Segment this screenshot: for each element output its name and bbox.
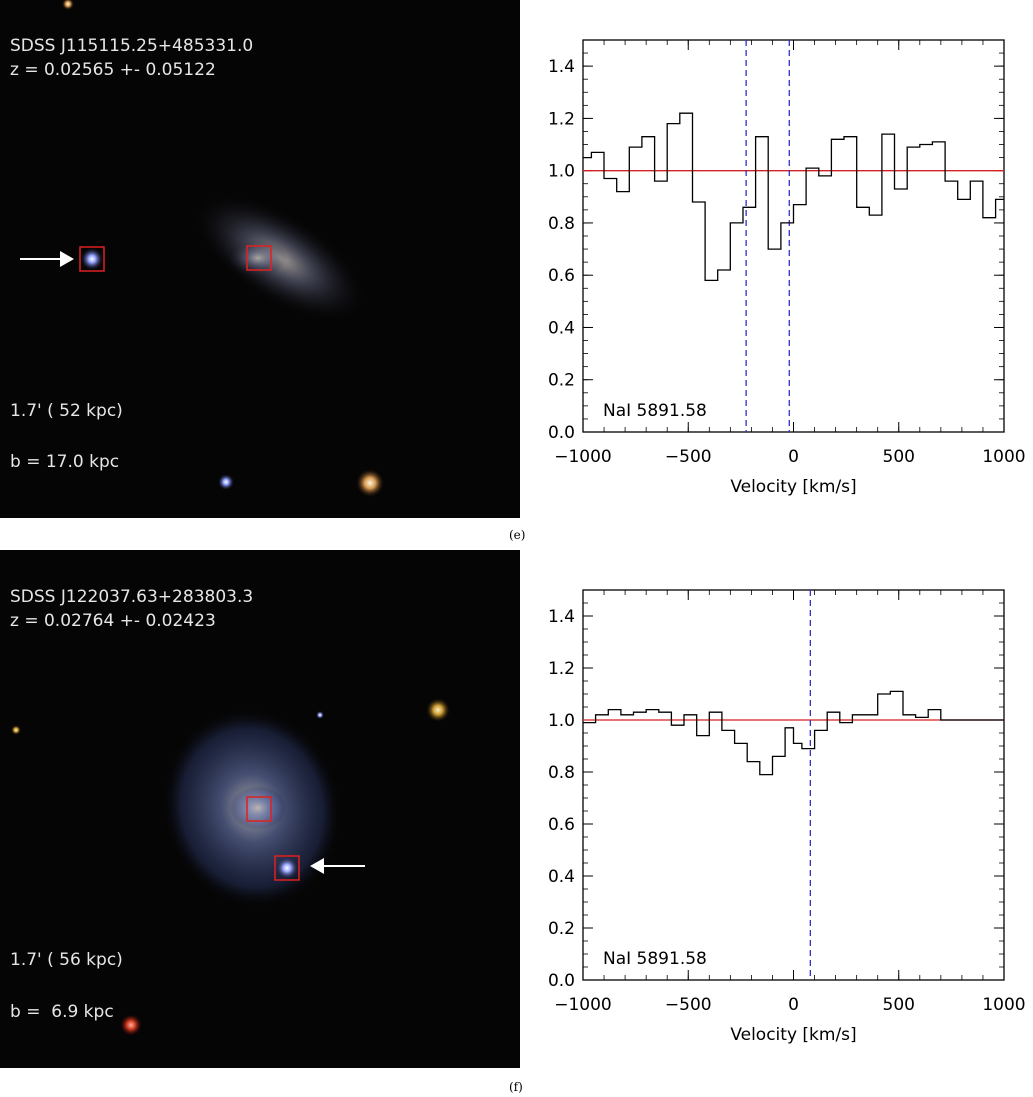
scale-label: 1.7' ( 52 kpc) bbox=[10, 401, 123, 421]
x-axis-title: Velocity [km/s] bbox=[730, 1025, 856, 1045]
spectrum-chart: 0.0 0.2 0.4 0.6 0.8 1.0 1.2 1.4 −1000 −500 0 500 100… bbox=[548, 589, 1026, 1045]
y-tick-label: 0.0 bbox=[548, 423, 575, 443]
arrow-right-icon bbox=[60, 251, 74, 267]
target-box-qso bbox=[79, 246, 105, 272]
y-tick-label: 0.8 bbox=[548, 763, 575, 783]
x-tick-label: −500 bbox=[665, 447, 712, 467]
sky-image: SDSS J122037.63+283803.3 z = 0.02764 +- … bbox=[0, 550, 520, 1068]
x-tick-label: 500 bbox=[883, 447, 915, 467]
y-tick-label: 0.6 bbox=[548, 266, 575, 286]
y-tick-label: 0.4 bbox=[548, 867, 575, 887]
y-tick-label: 0.2 bbox=[548, 371, 575, 391]
x-tick-label: −500 bbox=[665, 995, 712, 1015]
y-tick-label: 1.2 bbox=[548, 659, 575, 679]
panel-caption: (e) bbox=[509, 528, 526, 542]
spectrum-plot: 0.0 0.2 0.4 0.6 0.8 1.0 1.2 1.4 −1000 −500 0 500 100… bbox=[520, 0, 1033, 518]
target-box-qso bbox=[274, 855, 300, 881]
y-tick-label: 0.8 bbox=[548, 214, 575, 234]
y-tick-label: 1.4 bbox=[548, 607, 575, 627]
impact-parameter-label: b = 6.9 kpc bbox=[10, 1002, 114, 1022]
object-name: SDSS J122037.63+283803.3 bbox=[10, 587, 254, 607]
plot-frame bbox=[582, 589, 1005, 981]
y-tick-label: 1.0 bbox=[548, 711, 575, 731]
spectrum-line bbox=[583, 112, 1004, 282]
y-tick-label: 0.6 bbox=[548, 815, 575, 835]
target-box-galaxy bbox=[246, 796, 272, 822]
galaxy-image bbox=[11, 698, 450, 1036]
impact-parameter-label: b = 17.0 kpc bbox=[10, 452, 120, 472]
x-tick-label: 500 bbox=[883, 995, 915, 1015]
x-tick-label: 1000 bbox=[982, 995, 1025, 1015]
arrow-left-icon bbox=[310, 858, 324, 874]
spectrum-chart: 0.0 0.2 0.4 0.6 0.8 1.0 1.2 1.4 −1000 −500 0 500 100… bbox=[548, 39, 1026, 497]
y-tick-label: 1.0 bbox=[548, 162, 575, 182]
redshift-label: z = 0.02764 +- 0.02423 bbox=[10, 611, 216, 631]
scale-label: 1.7' ( 56 kpc) bbox=[10, 950, 123, 970]
x-tick-label: 0 bbox=[788, 447, 799, 467]
figure-panel-f: SDSS J122037.63+283803.3 z = 0.02764 +- … bbox=[0, 548, 1033, 1096]
x-tick-label: 1000 bbox=[982, 447, 1025, 467]
plot-frame bbox=[582, 39, 1005, 433]
x-tick-label: 0 bbox=[788, 995, 799, 1015]
y-tick-label: 0.4 bbox=[548, 318, 575, 338]
x-axis-title: Velocity [km/s] bbox=[730, 477, 856, 497]
object-name: SDSS J115115.25+485331.0 bbox=[10, 36, 254, 56]
target-box-galaxy bbox=[246, 245, 272, 271]
sky-image: SDSS J115115.25+485331.0 z = 0.02565 +- … bbox=[0, 0, 520, 518]
x-tick-label: −1000 bbox=[554, 995, 612, 1015]
panel-caption: (f) bbox=[509, 1080, 523, 1094]
spectrum-line bbox=[583, 690, 1004, 776]
x-tick-label: −1000 bbox=[554, 447, 612, 467]
y-tick-label: 1.2 bbox=[548, 109, 575, 129]
galaxy-image bbox=[20, 0, 384, 497]
spectrum-plot: 0.0 0.2 0.4 0.6 0.8 1.0 1.2 1.4 −1000 −500 0 500 100… bbox=[520, 548, 1033, 1066]
y-tick-label: 1.4 bbox=[548, 57, 575, 77]
line-annotation: NaI 5891.58 bbox=[603, 949, 707, 969]
figure-panel-e: SDSS J115115.25+485331.0 z = 0.02565 +- … bbox=[0, 0, 1033, 548]
y-tick-label: 0.0 bbox=[548, 971, 575, 991]
redshift-label: z = 0.02565 +- 0.05122 bbox=[10, 60, 216, 80]
y-tick-label: 0.2 bbox=[548, 919, 575, 939]
line-annotation: NaI 5891.58 bbox=[603, 401, 707, 421]
